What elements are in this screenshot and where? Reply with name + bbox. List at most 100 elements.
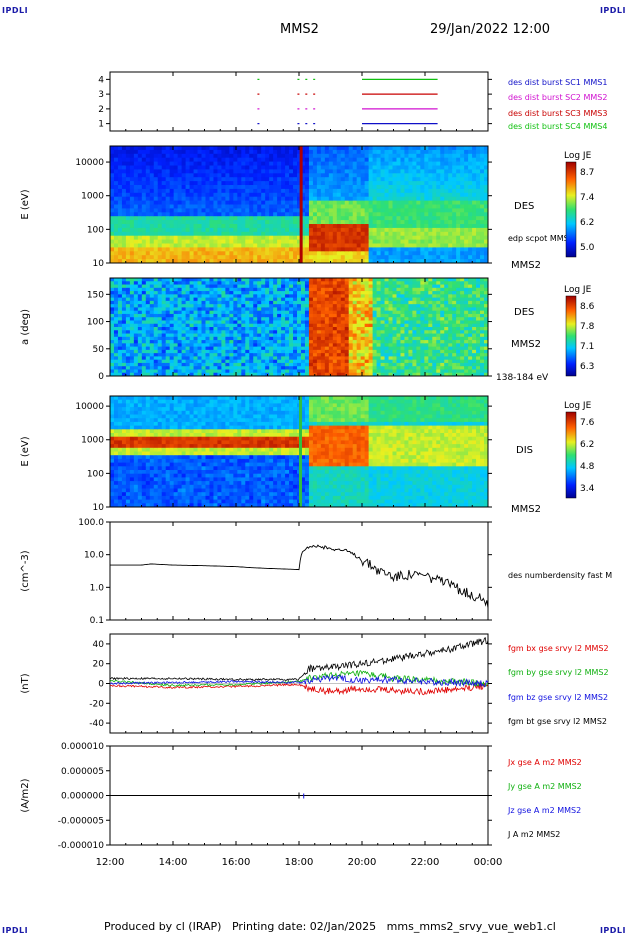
spectrogram-cell — [289, 205, 294, 210]
spectrogram-cell — [369, 189, 374, 194]
spectrogram-cell — [444, 173, 449, 178]
spectrogram-cell — [257, 251, 262, 256]
spectrogram-cell — [317, 247, 322, 252]
spectrogram-cell — [138, 216, 143, 221]
spectrogram-cell — [166, 201, 171, 206]
spectrogram-cell — [385, 162, 390, 167]
spectrogram-cell — [158, 193, 163, 198]
spectrogram-cell — [257, 232, 262, 237]
spectrogram-cell — [349, 193, 354, 198]
spectrogram-cell — [194, 150, 199, 155]
spectrogram-cell — [265, 158, 270, 163]
spectrogram-cell — [444, 208, 449, 213]
spectrogram-cell — [444, 251, 449, 256]
spectrogram-cell — [130, 158, 135, 163]
spectrogram-cell — [385, 166, 390, 171]
spectrogram-cell — [404, 205, 409, 210]
spectrogram-cell — [460, 205, 465, 210]
spectrogram-cell — [329, 232, 334, 237]
spectrogram-cell — [154, 177, 159, 182]
spectrogram-cell — [400, 189, 405, 194]
spectrogram-cell — [221, 251, 226, 256]
spectrogram-cell — [428, 181, 433, 186]
spectrogram-cell — [396, 255, 401, 260]
spectrogram-cell — [178, 212, 183, 217]
spectrogram-cell — [138, 154, 143, 159]
spectrogram-cell — [329, 193, 334, 198]
spectrogram-cell — [440, 216, 445, 221]
spectrogram-cell — [480, 216, 485, 221]
spectrogram-cell — [404, 224, 409, 229]
spectrogram-cell — [213, 169, 218, 174]
spectrogram-cell — [213, 240, 218, 245]
spectrogram-cell — [182, 244, 187, 249]
spectrogram-cell — [186, 251, 191, 256]
spectrogram-cell — [361, 208, 366, 213]
spectrogram-cell — [277, 173, 282, 178]
spectrogram-cell — [393, 185, 398, 190]
spectrogram-cell — [261, 154, 266, 159]
spectrogram-cell — [369, 208, 374, 213]
spectrogram-cell — [154, 208, 159, 213]
spectrogram-cell — [138, 220, 143, 225]
spectrogram-cell — [424, 208, 429, 213]
spectrogram-cell — [472, 228, 477, 233]
spectrogram-cell — [114, 255, 119, 260]
spectrogram-cell — [373, 205, 378, 210]
spectrogram-cell — [293, 255, 298, 260]
spectrogram-cell — [420, 162, 425, 167]
spectrogram-cell — [460, 216, 465, 221]
spectrogram-cell — [289, 158, 294, 163]
spectrogram-cell — [289, 154, 294, 159]
spectrogram-cell — [245, 220, 250, 225]
spectrogram-cell — [416, 255, 421, 260]
spectrogram-cell — [404, 154, 409, 159]
spectrogram-cell — [444, 146, 449, 151]
spectrogram-cell — [361, 181, 366, 186]
spectrogram-cell — [408, 166, 413, 171]
spectrogram-cell — [166, 247, 171, 252]
spectrogram-cell — [190, 232, 195, 237]
spectrogram-cell — [202, 181, 207, 186]
spectrogram-cell — [424, 224, 429, 229]
spectrogram-cell — [345, 201, 350, 206]
spectrogram-cell — [424, 251, 429, 256]
spectrogram-cell — [393, 197, 398, 202]
spectrogram-cell — [150, 244, 155, 249]
spectrogram-cell — [134, 216, 139, 221]
y-tick-label: 10 — [93, 259, 105, 269]
spectrogram-cell — [385, 181, 390, 186]
spectrogram-cell — [190, 201, 195, 206]
spectrogram-cell — [476, 247, 481, 252]
spectrogram-cell — [126, 154, 131, 159]
spectrogram-cell — [341, 158, 346, 163]
spectrogram-cell — [186, 255, 191, 260]
spectrogram-cell — [448, 193, 453, 198]
spectrogram-cell — [468, 193, 473, 198]
spectrogram-cell — [349, 166, 354, 171]
spectrogram-cell — [122, 251, 127, 256]
spectrogram-cell — [365, 181, 370, 186]
spectrogram-cell — [420, 181, 425, 186]
spectrogram-cell — [345, 173, 350, 178]
spectrogram-cell — [293, 216, 298, 221]
spectrogram-cell — [468, 236, 473, 241]
spectrogram-cell — [436, 216, 441, 221]
spectrogram-cell — [285, 244, 290, 249]
spectrogram-cell — [472, 181, 477, 186]
spectrogram-cell — [194, 201, 199, 206]
spectrogram-cell — [293, 208, 298, 213]
spectrogram-cell — [170, 232, 175, 237]
spectrogram-cell — [130, 255, 135, 260]
spectrogram-cell — [369, 244, 374, 249]
spectrogram-cell — [357, 185, 362, 190]
spectrogram-cell — [126, 236, 131, 241]
spectrogram-cell — [142, 205, 147, 210]
spectrogram-cell — [277, 236, 282, 241]
spectrogram-cell — [357, 251, 362, 256]
spectrogram-cell — [329, 247, 334, 252]
spectrogram-cell — [345, 166, 350, 171]
spectrogram-cell — [170, 146, 175, 151]
spectrogram-cell — [205, 177, 210, 182]
spectrogram-cell — [333, 158, 338, 163]
